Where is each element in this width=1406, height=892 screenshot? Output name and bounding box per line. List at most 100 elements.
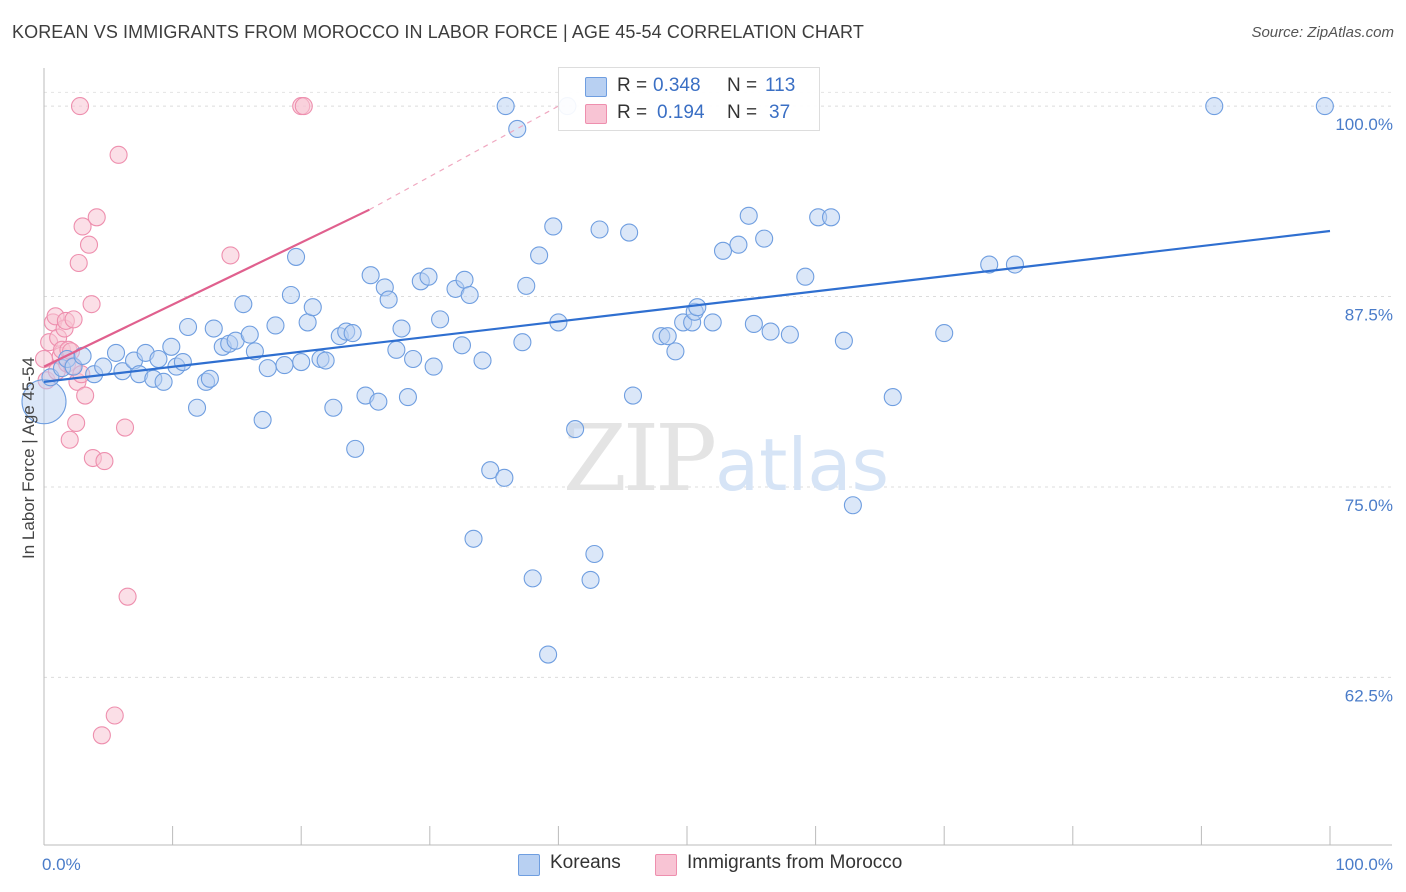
point-morocco	[82, 295, 101, 314]
stats-legend: R = 0.348 N = 113 R = 0.194 N = 37	[558, 67, 820, 131]
x-tick-label: 100.0%	[1335, 855, 1393, 874]
point-korean	[234, 295, 253, 314]
y-tick-label: 75.0%	[1345, 496, 1393, 515]
point-korean	[452, 336, 472, 355]
point-morocco	[79, 235, 99, 254]
point-korean	[266, 316, 285, 335]
point-korean	[303, 298, 322, 317]
trend-line-morocco	[43, 208, 370, 368]
point-korean	[496, 97, 515, 116]
point-korean	[298, 313, 317, 332]
point-korean	[585, 544, 604, 564]
point-morocco	[87, 208, 106, 227]
point-korean	[424, 357, 443, 376]
watermark-zip: ZIP	[563, 405, 714, 512]
point-korean	[935, 324, 954, 343]
point-korean	[843, 496, 862, 515]
y-tick-label: 87.5%	[1345, 306, 1393, 325]
point-morocco	[115, 418, 135, 437]
point-korean	[739, 206, 758, 225]
point-morocco	[67, 413, 86, 433]
point-korean	[162, 337, 181, 356]
point-korean	[713, 241, 733, 260]
axes	[43, 68, 1392, 846]
legend-n-value: 113	[765, 75, 796, 96]
point-korean	[464, 529, 483, 548]
point-korean	[590, 220, 609, 239]
point-korean	[392, 319, 411, 338]
legend-n-label: N =	[727, 75, 758, 96]
point-korean	[379, 290, 398, 309]
point-morocco	[70, 97, 90, 116]
point-korean	[316, 351, 335, 370]
point-korean	[287, 247, 306, 266]
point-korean	[343, 324, 362, 343]
legend-r-value: 0.348	[653, 75, 701, 96]
point-korean	[431, 310, 450, 329]
point-korean	[240, 325, 259, 344]
point-korean	[173, 352, 192, 372]
point-korean	[154, 372, 173, 391]
point-morocco	[69, 253, 88, 273]
point-korean	[292, 352, 311, 372]
point-korean	[666, 342, 685, 361]
point-morocco	[76, 386, 95, 405]
point-korean	[821, 208, 841, 227]
point-korean	[688, 298, 707, 317]
point-korean	[513, 333, 532, 352]
point-korean	[106, 343, 126, 362]
legend-r-value: 0.194	[657, 102, 705, 123]
point-korean	[149, 349, 168, 369]
point-korean	[398, 388, 417, 407]
point-korean	[346, 439, 365, 458]
point-morocco	[109, 145, 128, 164]
point-morocco	[294, 97, 313, 116]
bottom-legend-label: Immigrants from Morocco	[687, 852, 903, 873]
point-korean	[361, 266, 380, 285]
point-korean	[473, 351, 492, 370]
point-morocco	[73, 217, 92, 236]
point-korean	[275, 356, 294, 375]
gridlines	[44, 91, 1392, 678]
point-korean	[178, 317, 198, 337]
point-korean	[544, 217, 563, 236]
bottom-legend-label: Koreans	[550, 852, 621, 873]
y-axis-label: In Labor Force | Age 45-54	[19, 357, 38, 559]
point-korean	[419, 267, 438, 286]
bottom-swatch-koreans	[518, 854, 540, 876]
watermark: ZIP atlas	[563, 405, 889, 512]
point-korean	[94, 357, 113, 376]
point-korean	[834, 331, 853, 350]
point-korean	[517, 276, 536, 295]
trend-extension-morocco	[369, 105, 559, 211]
point-korean	[703, 313, 722, 332]
point-korean	[539, 645, 558, 664]
point-korean	[744, 314, 763, 334]
point-korean	[620, 223, 639, 242]
source-credit: Source: ZipAtlas.com	[1251, 24, 1394, 41]
point-korean	[729, 235, 748, 254]
tick-labels: 100.0% 87.5% 75.0% 62.5% 0.0% 100.0%	[42, 115, 1393, 874]
point-korean	[281, 285, 300, 305]
x-tick-label: 0.0%	[42, 855, 81, 874]
point-korean	[623, 386, 643, 405]
point-morocco	[221, 246, 240, 265]
trend-lines	[43, 105, 1331, 383]
point-morocco	[92, 726, 111, 745]
point-korean	[253, 410, 272, 429]
point-korean	[369, 392, 388, 411]
point-korean	[658, 327, 677, 346]
point-korean	[581, 570, 600, 589]
point-korean	[566, 420, 585, 439]
legend-n-label: N =	[727, 102, 758, 123]
point-morocco	[105, 706, 124, 725]
legend-swatch-koreans	[585, 77, 607, 97]
point-morocco	[118, 587, 137, 606]
point-korean	[187, 398, 207, 417]
point-korean	[495, 468, 514, 487]
series-koreans-points	[21, 97, 1334, 664]
point-korean	[258, 359, 277, 378]
point-korean	[204, 319, 223, 338]
point-korean	[796, 267, 815, 286]
